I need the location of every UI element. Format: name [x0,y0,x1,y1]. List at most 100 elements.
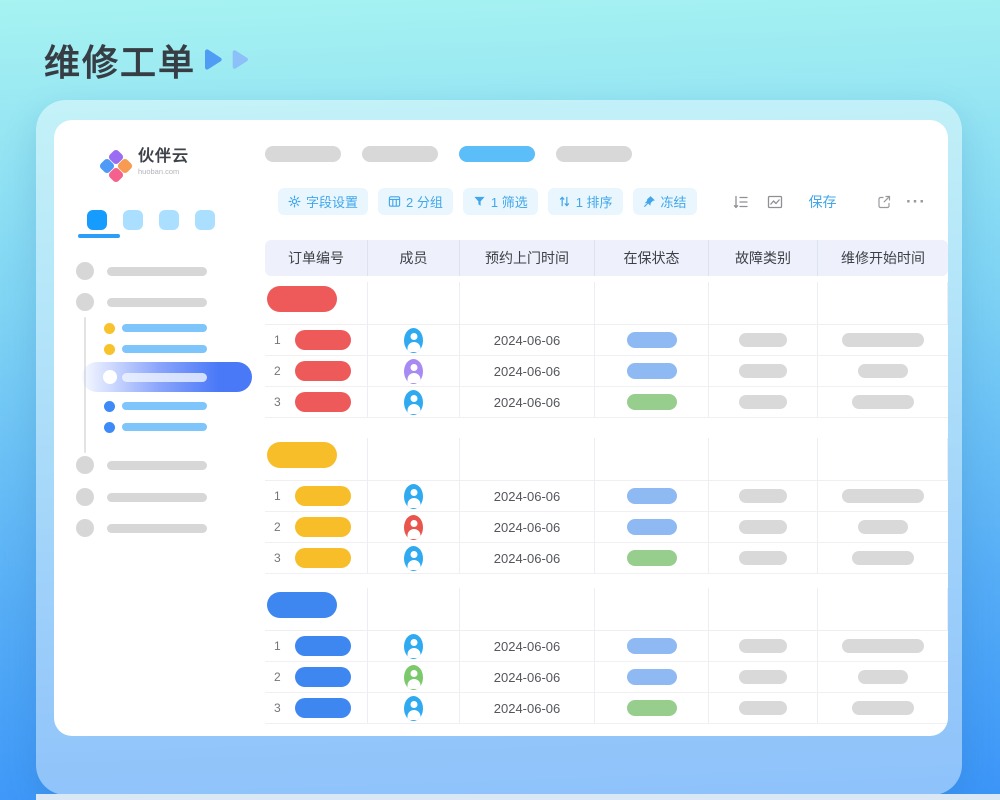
member-cell [368,631,460,661]
view-tab-3-active[interactable] [459,146,535,162]
group-header-cell [368,588,460,630]
sidebar-app-tab-1[interactable] [87,210,107,230]
column-header-5[interactable]: 故障类别 [709,240,818,276]
logo-icon [98,148,134,184]
warranty-status-pill [626,700,677,716]
warranty-cell [595,631,709,661]
sidebar-subitem-selected[interactable] [82,362,252,392]
appointment-date: 2024-06-06 [493,394,561,410]
toolbar: 字段设置 2 分组 1 筛选 1 排序 冻结 保存 ··· [278,188,948,215]
table-row[interactable]: 1 2024-06-06 [265,631,948,662]
more-icon[interactable]: ··· [906,191,926,211]
red-group: 1 2024-06-06 2 2024-06-06 3 2024-06-06 [265,282,948,418]
sidebar-item-icon [76,519,94,537]
warranty-status-pill [626,519,677,535]
sidebar-app-tab-2[interactable] [123,210,143,230]
table-row[interactable]: 2 2024-06-06 [265,662,948,693]
sidebar-subitem[interactable] [104,322,207,334]
table-row[interactable]: 3 2024-06-06 [265,693,948,724]
share-icon[interactable] [876,194,892,210]
sort-button[interactable]: 1 排序 [547,188,623,215]
repair-time-cell [818,481,948,511]
warranty-cell [595,512,709,542]
play-icon-1 [202,48,224,72]
glass-panel: 伙伴云 huoban.com 字段设置 2 分组 1 筛选 1 排序 冻结 保存 [36,100,962,795]
table-row[interactable]: 1 2024-06-06 [265,325,948,356]
table-row[interactable]: 2 2024-06-06 [265,356,948,387]
sidebar-subitem-dot [104,322,115,334]
table-row[interactable]: 1 2024-06-06 [265,481,948,512]
group-label-pill[interactable] [267,592,337,618]
fault-cell [709,481,818,511]
filter-button[interactable]: 1 筛选 [462,188,538,215]
sidebar-subitem-label-placeholder [122,423,207,431]
repair-time-cell [818,387,948,417]
warranty-status-pill [626,638,677,654]
repair-time-placeholder [858,364,908,378]
member-avatar [404,389,423,415]
sidebar-item[interactable] [76,293,207,311]
field-settings-button[interactable]: 字段设置 [278,188,369,215]
sidebar-item-label-placeholder [107,297,207,307]
view-tab-4[interactable] [556,146,632,162]
column-header-1[interactable]: 订单编号 [265,240,368,276]
freeze-button[interactable]: 冻结 [632,188,697,215]
sidebar-app-tabs [87,210,231,230]
view-tab-1[interactable] [265,146,341,162]
group-header-cell [709,282,818,324]
column-header-6[interactable]: 维修开始时间 [841,250,925,266]
sidebar-subitem[interactable] [104,343,207,355]
sidebar-item[interactable] [76,262,207,280]
appointment-cell: 2024-06-06 [460,387,595,417]
group-header-cell [818,588,948,630]
chart-icon[interactable] [767,194,783,210]
appointment-cell: 2024-06-06 [460,662,595,692]
group-header-cell [368,438,460,480]
group-header-row[interactable] [265,588,948,631]
logo: 伙伴云 huoban.com [98,148,189,184]
sidebar-app-tab-4[interactable] [195,210,215,230]
filter-label: 1 筛选 [490,195,528,210]
sidebar-item[interactable] [76,488,207,506]
order-cell: 3 [265,543,368,573]
funnel-icon [473,195,486,208]
order-cell: 3 [265,387,368,417]
sidebar-subitem[interactable] [104,421,207,433]
row-number: 3 [274,551,281,565]
sidebar-item[interactable] [76,456,207,474]
table-row[interactable]: 2 2024-06-06 [265,512,948,543]
sidebar-item-icon [76,262,94,280]
appointment-date: 2024-06-06 [493,363,561,379]
order-cell: 1 [265,481,368,511]
group-header-cell [818,438,948,480]
order-id-placeholder [295,361,351,381]
warranty-status-pill [626,363,677,379]
yellow-group: 1 2024-06-06 2 2024-06-06 3 2024-06-06 [265,438,948,574]
column-header-3[interactable]: 预约上门时间 [460,240,595,276]
group-label-pill[interactable] [267,286,337,312]
table-row[interactable]: 3 2024-06-06 [265,387,948,418]
table-row[interactable]: 3 2024-06-06 [265,543,948,574]
appointment-cell: 2024-06-06 [460,512,595,542]
sidebar-subitem[interactable] [104,400,207,412]
sidebar-item[interactable] [76,519,207,537]
warranty-status-pill [626,669,677,685]
member-cell [368,387,460,417]
fault-placeholder [739,551,787,565]
column-header-2[interactable]: 成员 [368,240,460,276]
group-header-cell [595,588,709,630]
fault-placeholder [739,520,787,534]
row-height-icon[interactable] [733,194,749,210]
column-header-4[interactable]: 在保状态 [595,240,709,276]
view-tab-2[interactable] [362,146,438,162]
group-header-row[interactable] [265,282,948,325]
group-button[interactable]: 2 分组 [378,188,453,215]
save-button[interactable]: 保存 [808,193,837,210]
sidebar-app-tab-3[interactable] [159,210,179,230]
group-label-pill[interactable] [267,442,337,468]
group-header-cell [460,588,595,630]
row-number: 1 [274,333,281,347]
sidebar-item-label-placeholder [107,492,207,502]
group-header-row[interactable] [265,438,948,481]
appointment-cell: 2024-06-06 [460,693,595,723]
